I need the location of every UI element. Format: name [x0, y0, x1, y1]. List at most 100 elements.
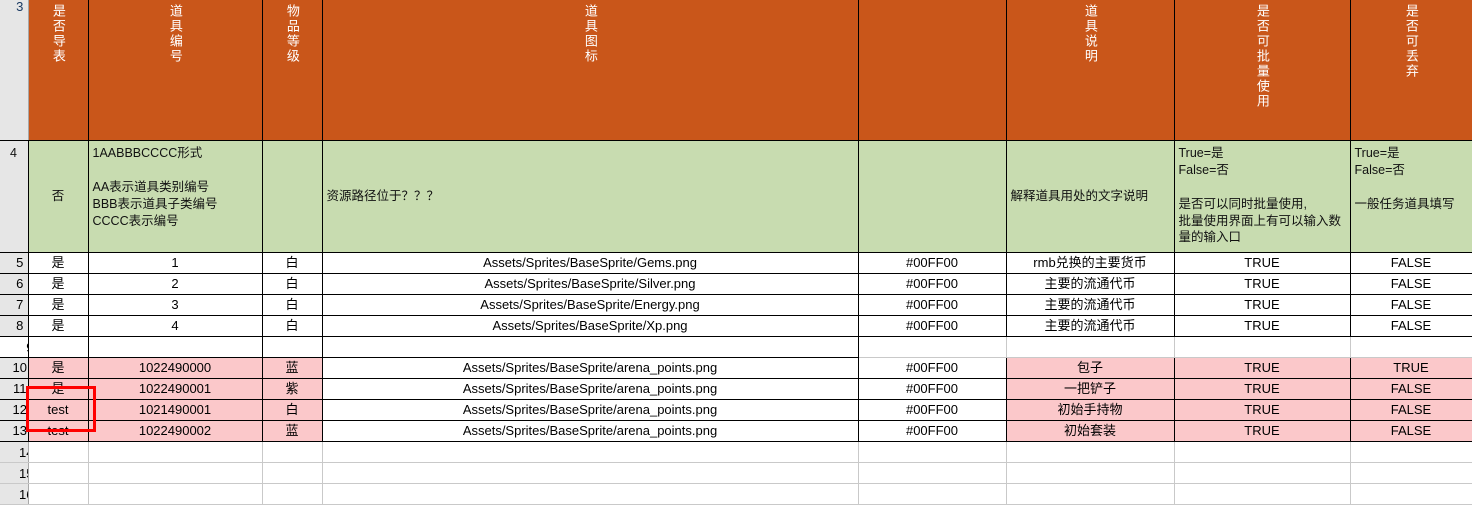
cell-item-id[interactable]: 1022490001 [88, 378, 263, 400]
cell-item-id[interactable]: 3 [88, 294, 263, 316]
empty-cell-6[interactable] [1174, 462, 1351, 484]
description-cell-2[interactable] [262, 140, 323, 253]
cell-discardable[interactable]: TRUE [1350, 357, 1472, 379]
empty-cell-5[interactable] [1006, 462, 1175, 484]
cell-color-code[interactable]: #00FF00 [858, 252, 1007, 274]
empty-cell-2[interactable] [262, 441, 323, 463]
cell-item-grade[interactable]: 白 [262, 399, 323, 421]
cell-item-grade[interactable]: 蓝 [262, 357, 323, 379]
column-header-4[interactable] [858, 0, 1007, 141]
cell-batch-usable[interactable]: TRUE [1174, 357, 1351, 379]
cell-batch-usable[interactable]: TRUE [1174, 420, 1351, 442]
empty-cell-0[interactable] [28, 441, 89, 463]
column-header-6[interactable]: 是否可批量使用 [1174, 0, 1351, 141]
cell-icon-path[interactable]: Assets/Sprites/BaseSprite/arena_points.p… [322, 378, 859, 400]
cell-export-flag[interactable]: 是 [28, 378, 89, 400]
cell-color-code[interactable]: #00FF00 [858, 315, 1007, 337]
cell-batch-usable[interactable]: TRUE [1174, 252, 1351, 274]
table-row[interactable]: 10 是 1022490000 蓝 Assets/Sprites/BaseSprite/… [0, 357, 1472, 379]
description-cell-7[interactable]: True=是 False=否 一般任务道具填写 [1350, 140, 1472, 253]
table-row[interactable]: 7 是 3 白 Assets/Sprites/BaseSprite/Energy.png… [0, 294, 1472, 316]
empty-cell-7[interactable] [1350, 462, 1472, 484]
cell-icon-path[interactable]: Assets/Sprites/BaseSprite/Silver.png [322, 273, 859, 295]
blank-cell-2[interactable] [262, 336, 323, 358]
empty-cell-6[interactable] [1174, 441, 1351, 463]
cell-description[interactable]: rmb兑换的主要货币 [1006, 252, 1175, 274]
blank-cell-5[interactable] [1006, 336, 1175, 358]
cell-export-flag[interactable]: 是 [28, 273, 89, 295]
cell-color-code[interactable]: #00FF00 [858, 378, 1007, 400]
cell-export-flag[interactable]: test [28, 420, 89, 442]
cell-description[interactable]: 初始手持物 [1006, 399, 1175, 421]
column-header-5[interactable]: 道具说明 [1006, 0, 1175, 141]
cell-batch-usable[interactable]: TRUE [1174, 294, 1351, 316]
cell-discardable[interactable]: FALSE [1350, 273, 1472, 295]
cell-batch-usable[interactable]: TRUE [1174, 378, 1351, 400]
cell-color-code[interactable]: #00FF00 [858, 399, 1007, 421]
column-header-3[interactable]: 道具图标 [322, 0, 859, 141]
cell-discardable[interactable]: FALSE [1350, 420, 1472, 442]
cell-description[interactable]: 包子 [1006, 357, 1175, 379]
cell-discardable[interactable]: FALSE [1350, 315, 1472, 337]
cell-color-code[interactable]: #00FF00 [858, 357, 1007, 379]
cell-color-code[interactable]: #00FF00 [858, 273, 1007, 295]
empty-cell-7[interactable] [1350, 441, 1472, 463]
cell-item-id[interactable]: 1022490002 [88, 420, 263, 442]
cell-item-id[interactable]: 1 [88, 252, 263, 274]
cell-item-grade[interactable]: 白 [262, 273, 323, 295]
cell-icon-path[interactable]: Assets/Sprites/BaseSprite/Gems.png [322, 252, 859, 274]
blank-cell-4[interactable] [858, 336, 1007, 358]
table-row[interactable]: 11 是 1022490001 紫 Assets/Sprites/BaseSprite/… [0, 378, 1472, 400]
table-row[interactable]: 12 test 1021490001 白 Assets/Sprites/BaseSpri… [0, 399, 1472, 421]
cell-description[interactable]: 主要的流通代币 [1006, 315, 1175, 337]
empty-cell-1[interactable] [88, 462, 263, 484]
table-row[interactable]: 8 是 4 白 Assets/Sprites/BaseSprite/Xp.png #00F… [0, 315, 1472, 337]
table-row[interactable]: 5 是 1 白 Assets/Sprites/BaseSprite/Gems.png #0… [0, 252, 1472, 274]
cell-discardable[interactable]: FALSE [1350, 252, 1472, 274]
cell-color-code[interactable]: #00FF00 [858, 294, 1007, 316]
cell-icon-path[interactable]: Assets/Sprites/BaseSprite/arena_points.p… [322, 399, 859, 421]
blank-cell-3[interactable] [322, 336, 859, 358]
empty-cell-0[interactable] [28, 462, 89, 484]
blank-cell-0[interactable] [28, 336, 89, 358]
cell-description[interactable]: 初始套装 [1006, 420, 1175, 442]
table-row[interactable]: 6 是 2 白 Assets/Sprites/BaseSprite/Silver.png… [0, 273, 1472, 295]
cell-icon-path[interactable]: Assets/Sprites/BaseSprite/arena_points.p… [322, 357, 859, 379]
cell-item-id[interactable]: 2 [88, 273, 263, 295]
cell-description[interactable]: 主要的流通代币 [1006, 273, 1175, 295]
cell-item-grade[interactable]: 蓝 [262, 420, 323, 442]
cell-icon-path[interactable]: Assets/Sprites/BaseSprite/Energy.png [322, 294, 859, 316]
empty-cell-3[interactable] [322, 441, 859, 463]
cell-item-grade[interactable]: 白 [262, 252, 323, 274]
cell-item-grade[interactable]: 紫 [262, 378, 323, 400]
cell-icon-path[interactable]: Assets/Sprites/BaseSprite/arena_points.p… [322, 420, 859, 442]
description-cell-5[interactable]: 解释道具用处的文字说明 [1006, 140, 1175, 253]
empty-cell-3[interactable] [322, 462, 859, 484]
cell-export-flag[interactable]: 是 [28, 357, 89, 379]
cell-description[interactable]: 主要的流通代币 [1006, 294, 1175, 316]
cell-discardable[interactable]: FALSE [1350, 378, 1472, 400]
description-cell-4[interactable] [858, 140, 1007, 253]
cell-discardable[interactable]: FALSE [1350, 399, 1472, 421]
cell-export-flag[interactable]: 是 [28, 315, 89, 337]
cell-export-flag[interactable]: test [28, 399, 89, 421]
description-cell-3[interactable]: 资源路径位于？？？ [322, 140, 859, 253]
cell-export-flag[interactable]: 是 [28, 294, 89, 316]
column-header-0[interactable]: 是否导表 [28, 0, 89, 141]
empty-cell-2[interactable] [262, 462, 323, 484]
cell-item-grade[interactable]: 白 [262, 294, 323, 316]
cell-export-flag[interactable]: 是 [28, 252, 89, 274]
cell-item-id[interactable]: 4 [88, 315, 263, 337]
empty-cell-4[interactable] [858, 441, 1007, 463]
table-row[interactable]: 13 test 1022490002 蓝 Assets/Sprites/BaseSpri… [0, 420, 1472, 442]
cell-batch-usable[interactable]: TRUE [1174, 273, 1351, 295]
empty-cell-1[interactable] [88, 441, 263, 463]
empty-cell-5[interactable] [1006, 441, 1175, 463]
description-cell-0[interactable]: 否 [28, 140, 89, 253]
column-header-2[interactable]: 物品等级 [262, 0, 323, 141]
column-header-1[interactable]: 道具编号 [88, 0, 263, 141]
blank-cell-6[interactable] [1174, 336, 1351, 358]
cell-batch-usable[interactable]: TRUE [1174, 399, 1351, 421]
description-cell-6[interactable]: True=是 False=否 是否可以同时批量使用, 批量使用界面上有可以输入数… [1174, 140, 1351, 253]
